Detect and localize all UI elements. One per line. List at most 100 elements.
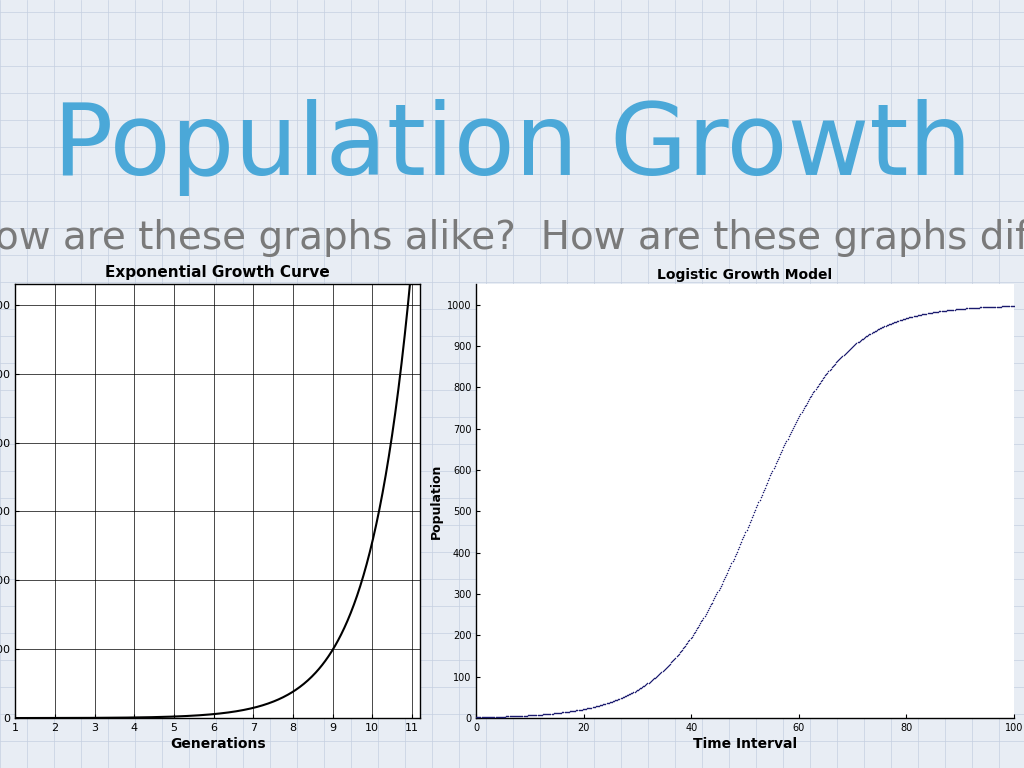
Point: [638, 678, 654, 690]
Point: [913, 309, 930, 321]
Point: [518, 710, 535, 722]
Point: [666, 654, 682, 666]
Point: [503, 710, 519, 723]
Point: [525, 709, 542, 721]
Point: [678, 638, 694, 650]
Point: [550, 707, 566, 719]
Point: [510, 710, 526, 722]
Point: [718, 568, 734, 581]
Point: [734, 533, 751, 545]
Point: [865, 326, 882, 338]
Point: [470, 711, 486, 723]
Point: [495, 710, 511, 723]
Text: Population Growth: Population Growth: [52, 100, 972, 197]
Point: [776, 439, 793, 452]
Point: [724, 554, 740, 567]
Point: [558, 706, 574, 718]
Point: [839, 346, 855, 358]
Point: [517, 710, 534, 722]
Point: [551, 707, 567, 719]
Point: [908, 310, 925, 322]
Text: ow are these graphs alike?  How are these graphs differen: ow are these graphs alike? How are these…: [0, 219, 1024, 257]
Point: [614, 691, 631, 703]
Point: [860, 329, 877, 341]
Point: [656, 663, 673, 675]
Point: [680, 635, 696, 647]
Point: [522, 709, 539, 721]
Point: [703, 597, 720, 609]
Point: [486, 710, 503, 723]
Point: [694, 614, 711, 626]
Point: [474, 711, 490, 723]
Point: [564, 705, 581, 717]
Point: [890, 315, 906, 327]
Point: [723, 558, 739, 570]
Point: [646, 672, 663, 684]
Point: [961, 302, 977, 314]
Point: [560, 706, 577, 718]
Point: [855, 333, 871, 345]
Point: [608, 694, 625, 706]
Point: [699, 604, 716, 617]
Point: [971, 301, 987, 313]
Point: [682, 632, 698, 644]
Point: [557, 706, 573, 718]
Point: [709, 588, 725, 601]
Point: [941, 304, 957, 316]
Point: [837, 347, 853, 359]
Point: [607, 694, 624, 707]
Point: [830, 354, 847, 366]
Point: [697, 608, 714, 621]
Point: [693, 615, 710, 627]
Point: [939, 304, 955, 316]
Point: [896, 313, 912, 325]
Point: [874, 321, 891, 333]
Point: [778, 435, 795, 447]
Point: [652, 667, 669, 679]
Point: [952, 303, 969, 315]
Point: [574, 703, 591, 716]
Point: [775, 442, 792, 454]
Point: [710, 586, 726, 598]
Point: [480, 711, 497, 723]
Point: [760, 474, 776, 486]
Point: [732, 538, 749, 551]
Point: [529, 709, 546, 721]
Point: [635, 680, 651, 693]
Y-axis label: Population: Population: [430, 463, 442, 539]
Point: [1000, 300, 1017, 313]
Point: [649, 670, 666, 682]
Point: [796, 402, 812, 414]
Point: [866, 325, 883, 337]
Point: [989, 300, 1006, 313]
Point: [750, 498, 766, 511]
Point: [539, 708, 555, 720]
Point: [572, 703, 589, 716]
Point: [473, 711, 489, 723]
Point: [479, 711, 496, 723]
Point: [567, 704, 584, 717]
Point: [570, 704, 587, 717]
Point: [752, 494, 768, 506]
Point: [532, 708, 549, 720]
Point: [531, 709, 548, 721]
Point: [648, 670, 665, 683]
Point: [956, 303, 973, 315]
Point: [562, 705, 579, 717]
Point: [1001, 300, 1018, 313]
Point: [845, 339, 861, 352]
Point: [895, 313, 911, 326]
Point: [476, 711, 493, 723]
Point: [955, 303, 972, 315]
Point: [689, 622, 706, 634]
Title: Logistic Growth Model: Logistic Growth Model: [657, 267, 833, 282]
Point: [1004, 300, 1020, 313]
Point: [805, 386, 821, 399]
Point: [549, 707, 565, 720]
Point: [578, 703, 594, 715]
Point: [816, 371, 833, 383]
Point: [698, 606, 715, 618]
Point: [588, 700, 604, 713]
Point: [688, 624, 705, 636]
Point: [686, 627, 702, 640]
